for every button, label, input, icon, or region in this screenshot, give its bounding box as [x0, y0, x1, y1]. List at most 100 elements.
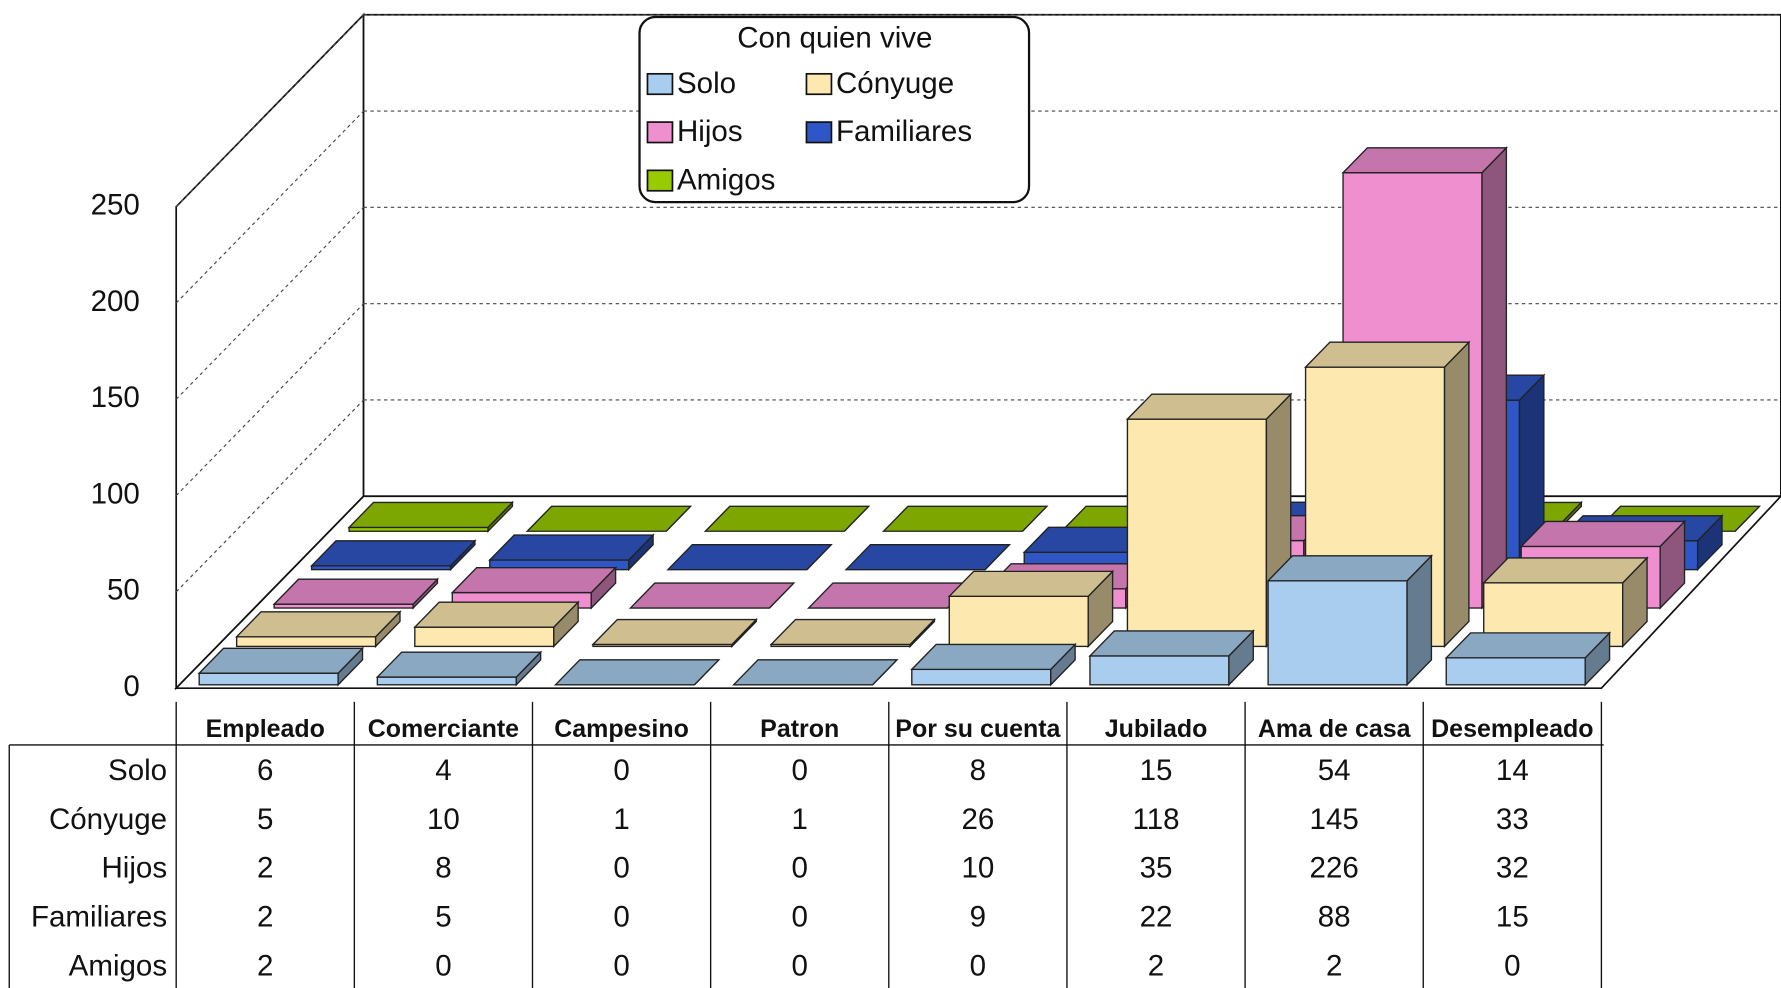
- row-header: Cónyuge: [49, 803, 167, 836]
- table-cell: 0: [970, 949, 986, 982]
- table-cell: 0: [613, 901, 629, 934]
- x-tick-label: Ama de casa: [1258, 715, 1412, 743]
- bar-top: [1125, 393, 1293, 420]
- table-cell: 15: [1496, 901, 1529, 934]
- x-tick-label: Campesino: [554, 715, 689, 743]
- legend-label: Cónyuge: [836, 67, 954, 100]
- table-cell: 5: [435, 901, 451, 934]
- table-cell: 9: [970, 901, 986, 934]
- bar-top: [732, 659, 899, 686]
- table-cell: 8: [970, 754, 986, 787]
- x-tick-label: Comerciante: [368, 715, 519, 743]
- table-cell: 22: [1140, 901, 1173, 934]
- legend-swatch: [646, 121, 674, 144]
- bar-top: [806, 582, 974, 609]
- table-cell: 0: [1504, 949, 1520, 982]
- table-cell: 0: [613, 949, 629, 982]
- table-cell: 26: [961, 803, 994, 836]
- bar-top: [488, 534, 655, 561]
- bar-top: [591, 618, 758, 646]
- bar-top: [272, 578, 440, 605]
- row-header: Familiares: [31, 901, 167, 934]
- y-tick-label: 250: [91, 188, 140, 221]
- bar-front: [235, 636, 377, 648]
- legend-swatch: [805, 72, 833, 96]
- table-cell: 6: [257, 754, 273, 787]
- table-cell: 33: [1496, 803, 1529, 836]
- table-cell: 2: [1326, 949, 1342, 982]
- x-tick-label: Por su cuenta: [895, 715, 1061, 743]
- y-tick-label: 150: [91, 381, 140, 414]
- table-cell: 2: [257, 901, 273, 934]
- row-header: Solo: [108, 754, 167, 787]
- y-tick-label: 200: [91, 285, 140, 318]
- bar-top: [553, 659, 721, 686]
- table-cell: 118: [1132, 803, 1179, 836]
- legend-label: Hijos: [677, 115, 743, 148]
- legend: Con quien vive Solo Cónyuge Hijos Familiare…: [638, 15, 1031, 204]
- table-cell: 0: [792, 949, 808, 982]
- table-cell: 0: [792, 901, 808, 934]
- bar-top: [413, 601, 580, 628]
- row-header: Amigos: [69, 949, 167, 982]
- legend-label: Amigos: [677, 163, 775, 196]
- bar-side: [1443, 340, 1470, 649]
- y-tick-label: 0: [123, 670, 139, 703]
- table-cell: 1: [613, 803, 629, 836]
- legend-title: Con quien vive: [737, 22, 932, 55]
- table-cell: 0: [792, 852, 808, 885]
- bar-front: [376, 676, 517, 686]
- table-cell: 15: [1140, 754, 1173, 787]
- x-tick-label: Desempleado: [1431, 715, 1593, 743]
- back-wall: [362, 13, 1781, 498]
- y-tick-label: 50: [107, 574, 140, 607]
- table-cell: 145: [1310, 803, 1359, 836]
- table-cell: 2: [1148, 949, 1164, 982]
- bar-top: [1303, 341, 1471, 368]
- table-cell: 5: [257, 803, 273, 836]
- bar-front: [1089, 655, 1230, 686]
- bar-top: [197, 647, 365, 674]
- x-tick-label: Empleado: [206, 715, 325, 743]
- bar-top: [844, 544, 1012, 571]
- table-cell: 8: [435, 852, 451, 885]
- bar-top: [947, 570, 1115, 598]
- table-cell: 88: [1318, 901, 1351, 934]
- bar-top: [310, 540, 477, 567]
- bar-top: [666, 544, 833, 571]
- bar-front: [198, 672, 339, 686]
- table-cell: 226: [1310, 852, 1359, 885]
- bar-top: [769, 618, 937, 646]
- bar-top: [235, 611, 402, 638]
- bar-front: [414, 626, 555, 648]
- table-cell: 0: [613, 852, 629, 885]
- bar-top: [628, 582, 796, 609]
- bar-top: [881, 505, 1049, 532]
- table-cell: 54: [1318, 754, 1351, 787]
- bar-front: [1445, 657, 1586, 686]
- bar-top: [450, 566, 618, 594]
- legend-box: [638, 15, 1031, 204]
- y-tick-label: 100: [91, 477, 140, 510]
- legend-swatch: [646, 72, 674, 96]
- bar-top: [1341, 147, 1508, 174]
- x-tick-label: Jubilado: [1105, 715, 1208, 743]
- table-cell: 1: [792, 803, 808, 836]
- table-cell: 10: [427, 803, 460, 836]
- bar-top: [525, 505, 693, 532]
- table-cell: 4: [435, 754, 451, 787]
- table-cell: 14: [1496, 754, 1529, 787]
- table-cell: 35: [1140, 852, 1173, 885]
- legend-swatch: [805, 121, 833, 144]
- bar-top: [1519, 520, 1687, 548]
- bar-front: [1126, 418, 1268, 648]
- table-cell: 2: [257, 852, 273, 885]
- bar-top: [910, 643, 1077, 671]
- bar-top: [1482, 557, 1649, 584]
- table-cell: 0: [613, 754, 629, 787]
- legend-label: Solo: [677, 67, 736, 100]
- data-table: Empleado Comerciante Campesino Patron Por su…: [8, 701, 1604, 988]
- bar-top: [347, 501, 515, 529]
